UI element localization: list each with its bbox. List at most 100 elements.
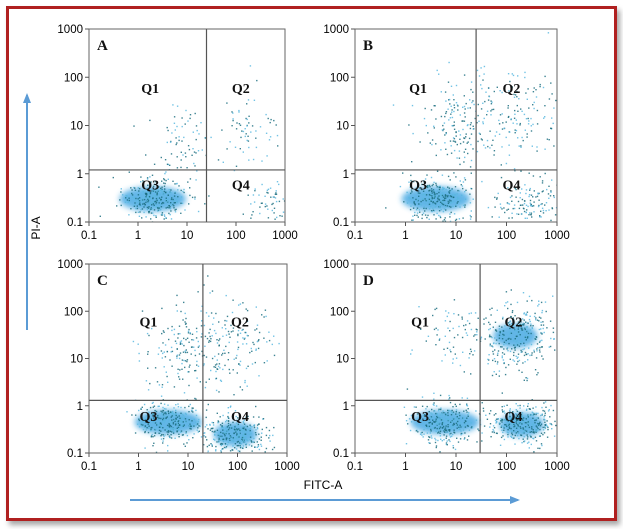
data-point: [549, 416, 551, 418]
data-point: [528, 347, 530, 349]
quadrant-label-Q2: Q2: [232, 82, 250, 97]
data-point: [517, 75, 519, 77]
data-point: [544, 424, 546, 426]
population-Q1: [392, 61, 512, 195]
data-point: [456, 417, 458, 419]
data-point: [423, 117, 426, 120]
data-point: [507, 429, 509, 431]
data-point: [449, 397, 451, 399]
data-point: [435, 420, 437, 422]
data-point: [167, 429, 169, 431]
data-point: [210, 136, 212, 139]
data-point: [267, 225, 268, 226]
data-point: [214, 364, 217, 366]
data-point: [146, 178, 149, 180]
data-point: [434, 206, 436, 208]
data-point: [426, 216, 428, 219]
data-point: [443, 431, 446, 433]
data-point: [450, 206, 452, 208]
data-point: [508, 217, 510, 219]
data-point: [232, 440, 235, 443]
data-point: [228, 333, 230, 335]
data-point: [163, 418, 165, 420]
data-point: [218, 339, 220, 342]
data-point: [555, 424, 557, 427]
data-point: [517, 110, 519, 112]
data-point: [215, 370, 217, 373]
data-point: [165, 171, 167, 173]
data-point: [517, 416, 520, 418]
data-point: [465, 420, 467, 422]
data-point: [435, 430, 437, 433]
data-point: [525, 430, 528, 432]
data-point: [222, 161, 224, 163]
data-point: [463, 438, 465, 440]
data-point: [545, 423, 547, 426]
data-point: [196, 331, 198, 333]
data-point: [163, 178, 165, 180]
data-point: [454, 141, 457, 143]
data-point: [154, 200, 157, 203]
data-point: [537, 412, 539, 415]
data-point: [175, 342, 178, 345]
data-point: [436, 420, 439, 423]
data-point: [540, 443, 543, 445]
data-point: [433, 328, 436, 331]
data-point: [250, 432, 252, 435]
data-point: [527, 205, 529, 208]
data-point: [410, 189, 413, 191]
data-point: [469, 348, 472, 350]
data-point: [430, 199, 432, 201]
data-point: [160, 198, 162, 201]
data-point: [243, 433, 245, 435]
data-point: [492, 326, 494, 328]
data-point: [447, 426, 449, 428]
data-point: [245, 308, 247, 310]
data-point: [469, 99, 471, 101]
data-point: [419, 141, 421, 143]
data-point: [553, 195, 555, 197]
data-point: [213, 366, 215, 368]
data-point: [414, 211, 416, 214]
data-point: [243, 419, 245, 422]
data-point: [539, 447, 541, 450]
data-point: [276, 216, 278, 219]
data-point: [453, 194, 455, 196]
data-point: [446, 347, 449, 349]
data-point: [529, 408, 531, 410]
data-point: [180, 431, 182, 433]
data-point: [455, 413, 457, 415]
data-point: [441, 427, 444, 429]
data-point: [268, 331, 270, 333]
data-point: [180, 189, 182, 192]
data-point: [144, 430, 146, 433]
data-point: [513, 415, 515, 417]
data-point: [502, 333, 504, 336]
data-point: [509, 409, 511, 412]
data-point: [236, 354, 238, 357]
data-point: [266, 189, 269, 191]
data-point: [509, 331, 511, 333]
data-point: [434, 441, 437, 444]
data-point: [222, 432, 224, 434]
data-point: [459, 114, 461, 116]
data-point: [161, 190, 163, 193]
data-point: [507, 105, 509, 107]
data-point: [131, 414, 133, 416]
data-point: [279, 215, 281, 217]
data-point: [541, 191, 543, 193]
data-point: [515, 422, 518, 425]
data-point: [165, 408, 167, 410]
data-point: [220, 444, 222, 447]
data-point: [141, 198, 144, 200]
data-point: [147, 389, 150, 391]
data-point: [207, 450, 209, 452]
data-point: [147, 199, 150, 202]
data-point: [189, 332, 191, 334]
data-point: [517, 342, 520, 344]
data-point: [517, 415, 520, 417]
data-point: [194, 196, 196, 198]
data-point: [470, 427, 473, 429]
